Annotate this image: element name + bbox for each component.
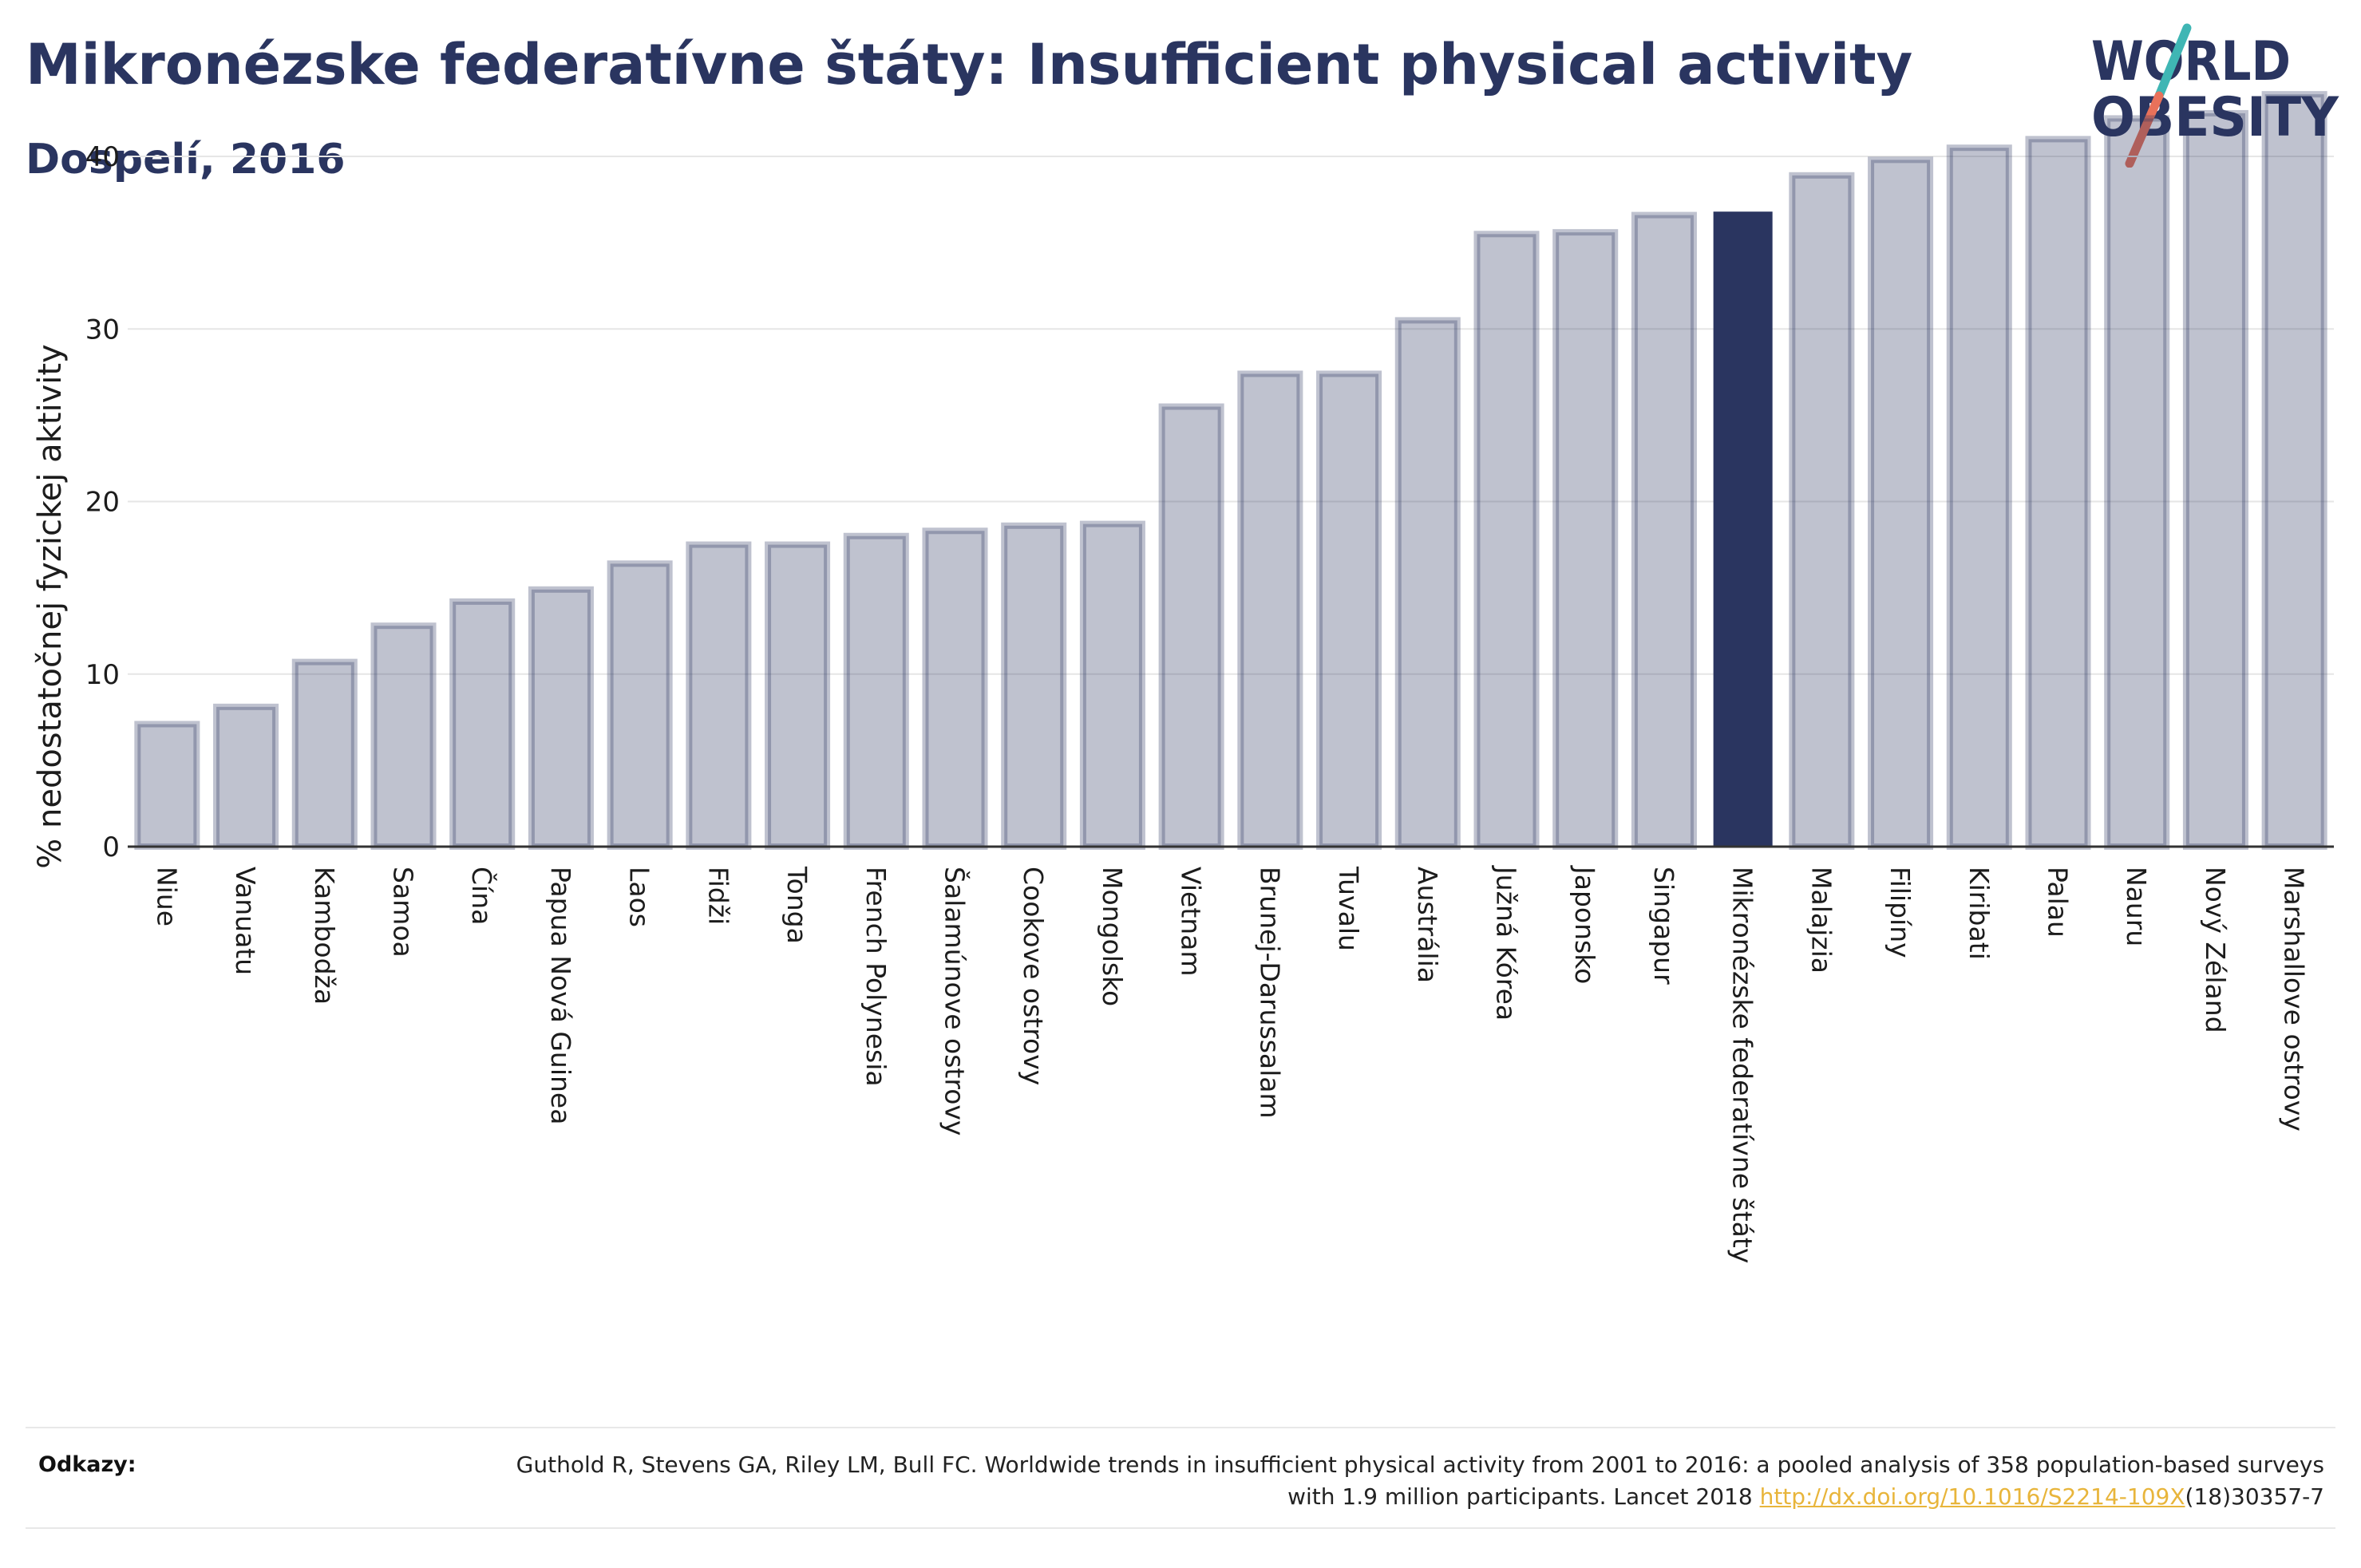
bar [1158,403,1224,850]
x-tick-label: Šalamúnove ostrovy [939,867,971,1136]
bar [1001,522,1067,851]
x-tick-label: Laos [624,867,655,927]
x-tick-label: Japonsko [1569,865,1600,984]
reference-citation-suffix: (18)30357-7 [2185,1483,2324,1510]
logo-slash-coral [2125,91,2164,168]
bar [1079,520,1145,850]
logo-line-1: WORLD [2091,30,2291,93]
bar [1946,144,2012,850]
bar [1868,156,1934,850]
x-tick-label: Filipíny [1884,867,1916,958]
x-tick-label: Papua Nová Guinea [545,867,576,1124]
x-tick-label: Fidži [702,867,734,925]
y-axis-title: % nedostatočnej fyzickej aktivity [32,344,69,868]
bar [1552,229,1619,850]
x-tick-label: Brunej-Darussalam [1254,867,1285,1119]
x-tick-label: Čína [466,867,498,925]
bar [922,527,988,850]
bar [607,560,673,850]
bar [1394,317,1461,850]
bar [1237,370,1303,851]
logo-line-2: OBESITY [2091,86,2339,149]
reference-citation: Guthold R, Stevens GA, Riley LM, Bull FC… [516,1451,2324,1510]
bar [2261,91,2327,850]
x-tick-label: Mongolsko [1097,867,1128,1006]
x-tick-label: Vanuatu [230,867,261,975]
bar-highlight [1713,211,1773,847]
y-tick-label: 10 [85,659,120,691]
x-tick-label: Malajzia [1805,867,1837,974]
x-tick-label: Vietnam [1176,867,1207,977]
bar-chart: 0 10 20 30 40 Niue Vanuatu Kambodža Samoa Čína Pa… [32,91,2334,1263]
y-tick-label: 0 [102,831,120,863]
x-tick-label: Marshallove ostrovy [2279,867,2310,1132]
x-tick-label: Singapur [1648,867,1679,985]
x-tick-label: Austrália [1412,867,1443,983]
x-tick-label: Nauru [2121,867,2152,946]
x-tick-label: Cookove ostrovy [1018,867,1049,1085]
x-tick-label: Tuvalu [1333,866,1364,951]
x-tick-label: Palau [2043,867,2074,938]
bar [1631,211,1697,850]
bar [528,586,594,850]
bars [134,91,2327,851]
bar [843,532,909,850]
bar [1789,172,1855,851]
references-section: Odkazy: Guthold R, Stevens GA, Riley LM,… [26,1427,2335,1529]
x-tick-label: Niue [151,867,182,926]
y-tick-label: 40 [85,141,120,173]
bar [2025,136,2091,850]
bar [291,658,358,850]
bar [370,622,437,850]
bar [1316,370,1382,851]
bar [449,598,516,850]
x-tick-label: Tonga [781,866,813,944]
y-tick-label: 30 [85,314,120,346]
references-label: Odkazy: [38,1452,136,1477]
x-tick-label: Samoa [388,867,419,958]
logo-slash-teal [2154,23,2192,101]
bar [134,721,200,851]
bar [765,541,831,850]
bar [2104,115,2170,851]
x-tick-labels: Niue Vanuatu Kambodža Samoa Čína Papua Nová G… [151,865,2309,1263]
page-subtitle: Dospelí, 2016 [26,136,346,184]
bar [1473,231,1540,850]
x-tick-label: Južná Kórea [1491,865,1522,1021]
x-tick-label: Mikronézske federatívne štáty [1727,867,1758,1263]
world-obesity-logo: WORLD OBESITY [2091,23,2339,168]
x-tick-label: Nový Zéland [2200,867,2231,1033]
y-tick-label: 20 [85,487,120,519]
references-text: Guthold R, Stevens GA, Riley LM, Bull FC… [488,1449,2324,1513]
x-tick-label: Kambodža [309,867,340,1005]
page-title: Mikronézske federatívne štáty: Insuffici… [26,32,1913,97]
bar [213,703,279,851]
bar [686,541,752,850]
reference-doi-link[interactable]: http://dx.doi.org/10.1016/S2214-109X [1759,1483,2185,1510]
x-tick-label: Kiribati [1964,867,1995,960]
grid-lines [128,156,2334,675]
x-tick-label: French Polynesia [860,867,892,1087]
bar [2182,109,2248,850]
y-tick-labels: 0 10 20 30 40 [85,141,120,863]
